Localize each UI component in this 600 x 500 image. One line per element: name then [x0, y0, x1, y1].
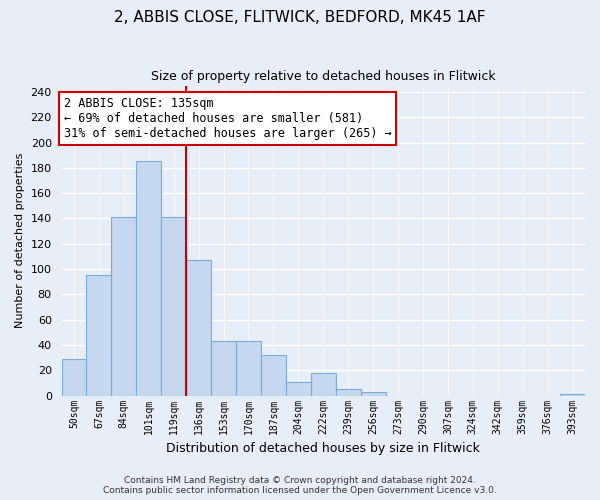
Bar	[136, 162, 161, 396]
Bar	[62, 359, 86, 396]
Bar	[112, 217, 136, 396]
Y-axis label: Number of detached properties: Number of detached properties	[15, 153, 25, 328]
Bar	[161, 217, 186, 396]
Bar	[286, 382, 311, 396]
Bar	[560, 394, 585, 396]
Bar	[86, 276, 112, 396]
Bar	[211, 341, 236, 396]
Bar	[311, 373, 336, 396]
Text: 2, ABBIS CLOSE, FLITWICK, BEDFORD, MK45 1AF: 2, ABBIS CLOSE, FLITWICK, BEDFORD, MK45 …	[114, 10, 486, 25]
Title: Size of property relative to detached houses in Flitwick: Size of property relative to detached ho…	[151, 70, 496, 83]
Text: 2 ABBIS CLOSE: 135sqm
← 69% of detached houses are smaller (581)
31% of semi-det: 2 ABBIS CLOSE: 135sqm ← 69% of detached …	[64, 97, 392, 140]
Bar	[186, 260, 211, 396]
Bar	[261, 355, 286, 396]
Bar	[336, 390, 361, 396]
Bar	[236, 341, 261, 396]
Bar	[361, 392, 386, 396]
Text: Contains HM Land Registry data © Crown copyright and database right 2024.
Contai: Contains HM Land Registry data © Crown c…	[103, 476, 497, 495]
X-axis label: Distribution of detached houses by size in Flitwick: Distribution of detached houses by size …	[166, 442, 480, 455]
